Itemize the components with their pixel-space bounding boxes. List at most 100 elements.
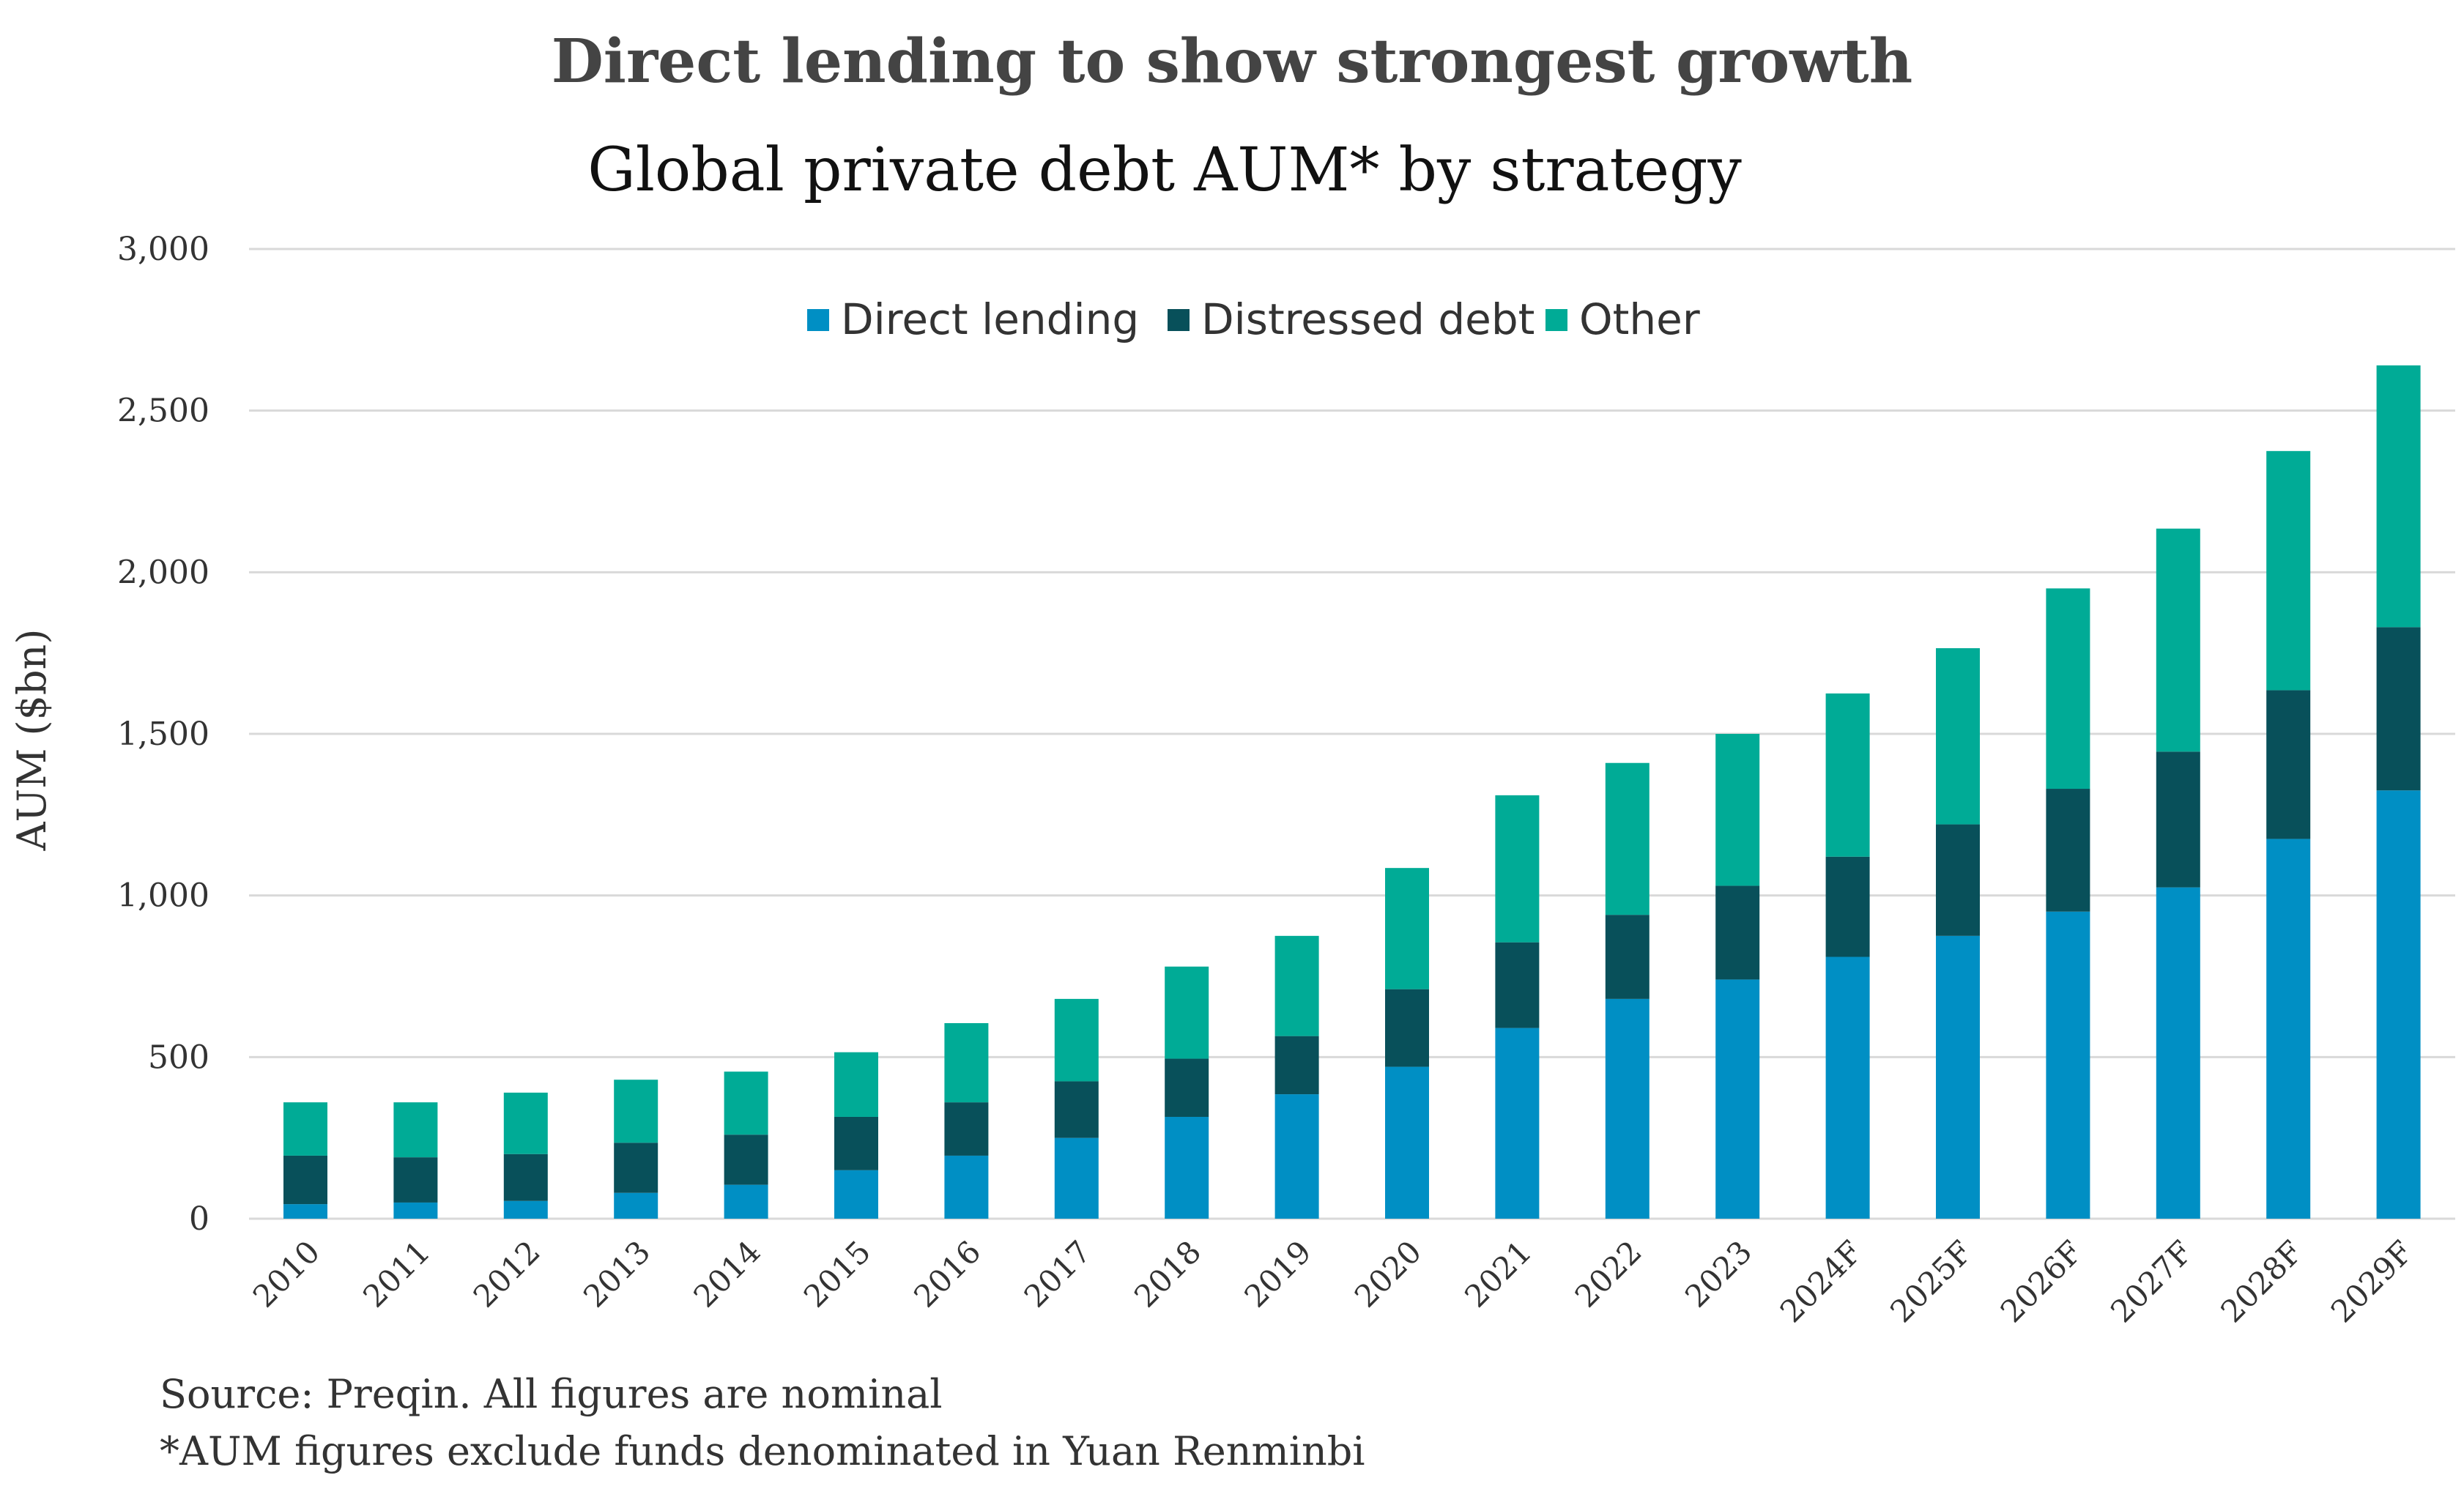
bar-direct-lending-2023	[1715, 979, 1760, 1219]
x-tick-label: 2015	[797, 1233, 877, 1314]
bar-other-2021	[1495, 795, 1540, 943]
x-tick-label: 2026F	[1994, 1233, 2090, 1329]
y-axis-ticks: 0 500 1,000 1,500 2,000 2,500 3,000	[117, 231, 209, 1238]
bar-direct-lending-2019	[1274, 1094, 1319, 1219]
x-tick-label: 2013	[576, 1233, 657, 1314]
bar-direct-lending-2017	[1054, 1137, 1099, 1219]
bar-direct-lending-2027f	[2156, 887, 2200, 1219]
bar-distressed-debt-2026f	[2046, 789, 2090, 912]
bar-direct-lending-2021	[1495, 1028, 1540, 1219]
y-tick-label: 2,500	[117, 393, 209, 430]
legend-swatch-direct-lending	[807, 309, 829, 331]
x-tick-label: 2021	[1458, 1233, 1538, 1314]
y-tick-label: 1,000	[117, 877, 209, 915]
bar-other-2023	[1715, 734, 1760, 886]
legend-label-other: Other	[1579, 294, 1700, 344]
bar-other-2018	[1165, 966, 1209, 1059]
bar-direct-lending-2025f	[1936, 935, 1980, 1219]
x-tick-label: 2014	[686, 1233, 767, 1314]
y-tick-label: 500	[148, 1039, 209, 1076]
bar-distressed-debt-2014	[724, 1134, 768, 1185]
bar-other-2028f	[2266, 450, 2311, 691]
bar-other-2015	[834, 1052, 878, 1117]
bar-distressed-debt-2018	[1165, 1058, 1209, 1117]
bar-distressed-debt-2010	[283, 1155, 327, 1205]
legend-label-distressed-debt: Distressed debt	[1201, 294, 1535, 344]
x-tick-label: 2018	[1127, 1233, 1208, 1314]
x-tick-label: 2020	[1348, 1233, 1428, 1314]
bar-direct-lending-2015	[834, 1170, 878, 1219]
bar-other-2020	[1385, 868, 1429, 989]
bar-direct-lending-2013	[614, 1192, 658, 1219]
renminbi-note: *AUM figures exclude funds denominated i…	[160, 1428, 1365, 1474]
x-tick-label: 2016	[907, 1233, 987, 1314]
x-tick-label: 2017	[1017, 1233, 1098, 1314]
y-tick-label: 3,000	[117, 231, 209, 268]
bar-other-2013	[614, 1080, 658, 1143]
bar-direct-lending-2018	[1165, 1116, 1209, 1219]
bar-distressed-debt-2022	[1605, 915, 1650, 999]
bar-distressed-debt-2017	[1054, 1081, 1099, 1138]
bar-distressed-debt-2029f	[2376, 627, 2421, 791]
chart-subtitle: Global private debt AUM* by strategy	[587, 135, 1742, 205]
y-tick-label: 0	[189, 1200, 209, 1238]
bar-distressed-debt-2021	[1495, 942, 1540, 1028]
bars	[283, 365, 2421, 1219]
legend: Direct lending Distressed debt Other	[807, 294, 1700, 344]
legend-label-direct-lending: Direct lending	[841, 294, 1139, 344]
bar-distressed-debt-2016	[944, 1102, 989, 1156]
x-tick-label: 2028F	[2213, 1233, 2309, 1329]
chart-title: Direct lending to show strongest growth	[552, 26, 1913, 97]
x-tick-label: 2025F	[1883, 1233, 1979, 1329]
bar-direct-lending-2028f	[2266, 839, 2311, 1219]
bar-direct-lending-2020	[1385, 1066, 1429, 1219]
bar-other-2016	[944, 1022, 989, 1103]
bar-direct-lending-2016	[944, 1155, 989, 1219]
bar-other-2022	[1605, 762, 1650, 915]
x-tick-label: 2012	[467, 1233, 547, 1314]
bar-other-2017	[1054, 998, 1099, 1082]
x-tick-label: 2010	[246, 1233, 327, 1314]
x-tick-label: 2011	[356, 1233, 437, 1314]
x-tick-label: 2029F	[2324, 1233, 2420, 1329]
y-tick-label: 1,500	[117, 716, 209, 753]
bar-other-2010	[283, 1102, 327, 1156]
bar-distressed-debt-2023	[1715, 885, 1760, 980]
bar-other-2024f	[1825, 693, 1870, 857]
bar-other-2025f	[1936, 648, 1980, 825]
x-tick-label: 2022	[1568, 1233, 1649, 1314]
bar-distressed-debt-2025f	[1936, 824, 1980, 936]
x-axis-ticks: 2010 2011 2012 2013 2014 2015 2016 2017 2018 2019…	[246, 1233, 2420, 1329]
bar-distressed-debt-2027f	[2156, 751, 2200, 888]
x-tick-label: 2027F	[2104, 1233, 2200, 1329]
bar-distressed-debt-2024f	[1825, 856, 1870, 957]
bar-other-2014	[724, 1071, 768, 1135]
bar-other-2011	[393, 1102, 438, 1158]
bar-other-2012	[503, 1092, 548, 1154]
bar-distressed-debt-2015	[834, 1116, 878, 1170]
bar-other-2019	[1274, 935, 1319, 1036]
legend-swatch-other	[1545, 309, 1567, 331]
legend-swatch-distressed-debt	[1168, 309, 1190, 331]
bar-distressed-debt-2011	[393, 1157, 438, 1203]
source-note: Source: Preqin. All figures are nominal	[160, 1371, 943, 1417]
y-tick-label: 2,000	[117, 554, 209, 591]
bar-distressed-debt-2028f	[2266, 690, 2311, 839]
bar-direct-lending-2012	[503, 1200, 548, 1219]
bar-distressed-debt-2012	[503, 1154, 548, 1201]
x-tick-label: 2024F	[1773, 1233, 1869, 1329]
bar-distressed-debt-2020	[1385, 989, 1429, 1067]
gridlines	[249, 248, 2455, 1220]
bar-distressed-debt-2019	[1274, 1036, 1319, 1095]
bar-direct-lending-2010	[283, 1204, 327, 1219]
bar-other-2027f	[2156, 528, 2200, 752]
x-tick-label: 2023	[1678, 1233, 1759, 1314]
bar-other-2029f	[2376, 365, 2421, 628]
bar-direct-lending-2024f	[1825, 956, 1870, 1219]
bar-direct-lending-2026f	[2046, 911, 2090, 1219]
bar-direct-lending-2029f	[2376, 790, 2421, 1219]
bar-distressed-debt-2013	[614, 1143, 658, 1193]
bar-other-2026f	[2046, 588, 2090, 790]
y-axis-label: AUM ($bn)	[9, 629, 55, 852]
bar-direct-lending-2011	[393, 1202, 438, 1219]
